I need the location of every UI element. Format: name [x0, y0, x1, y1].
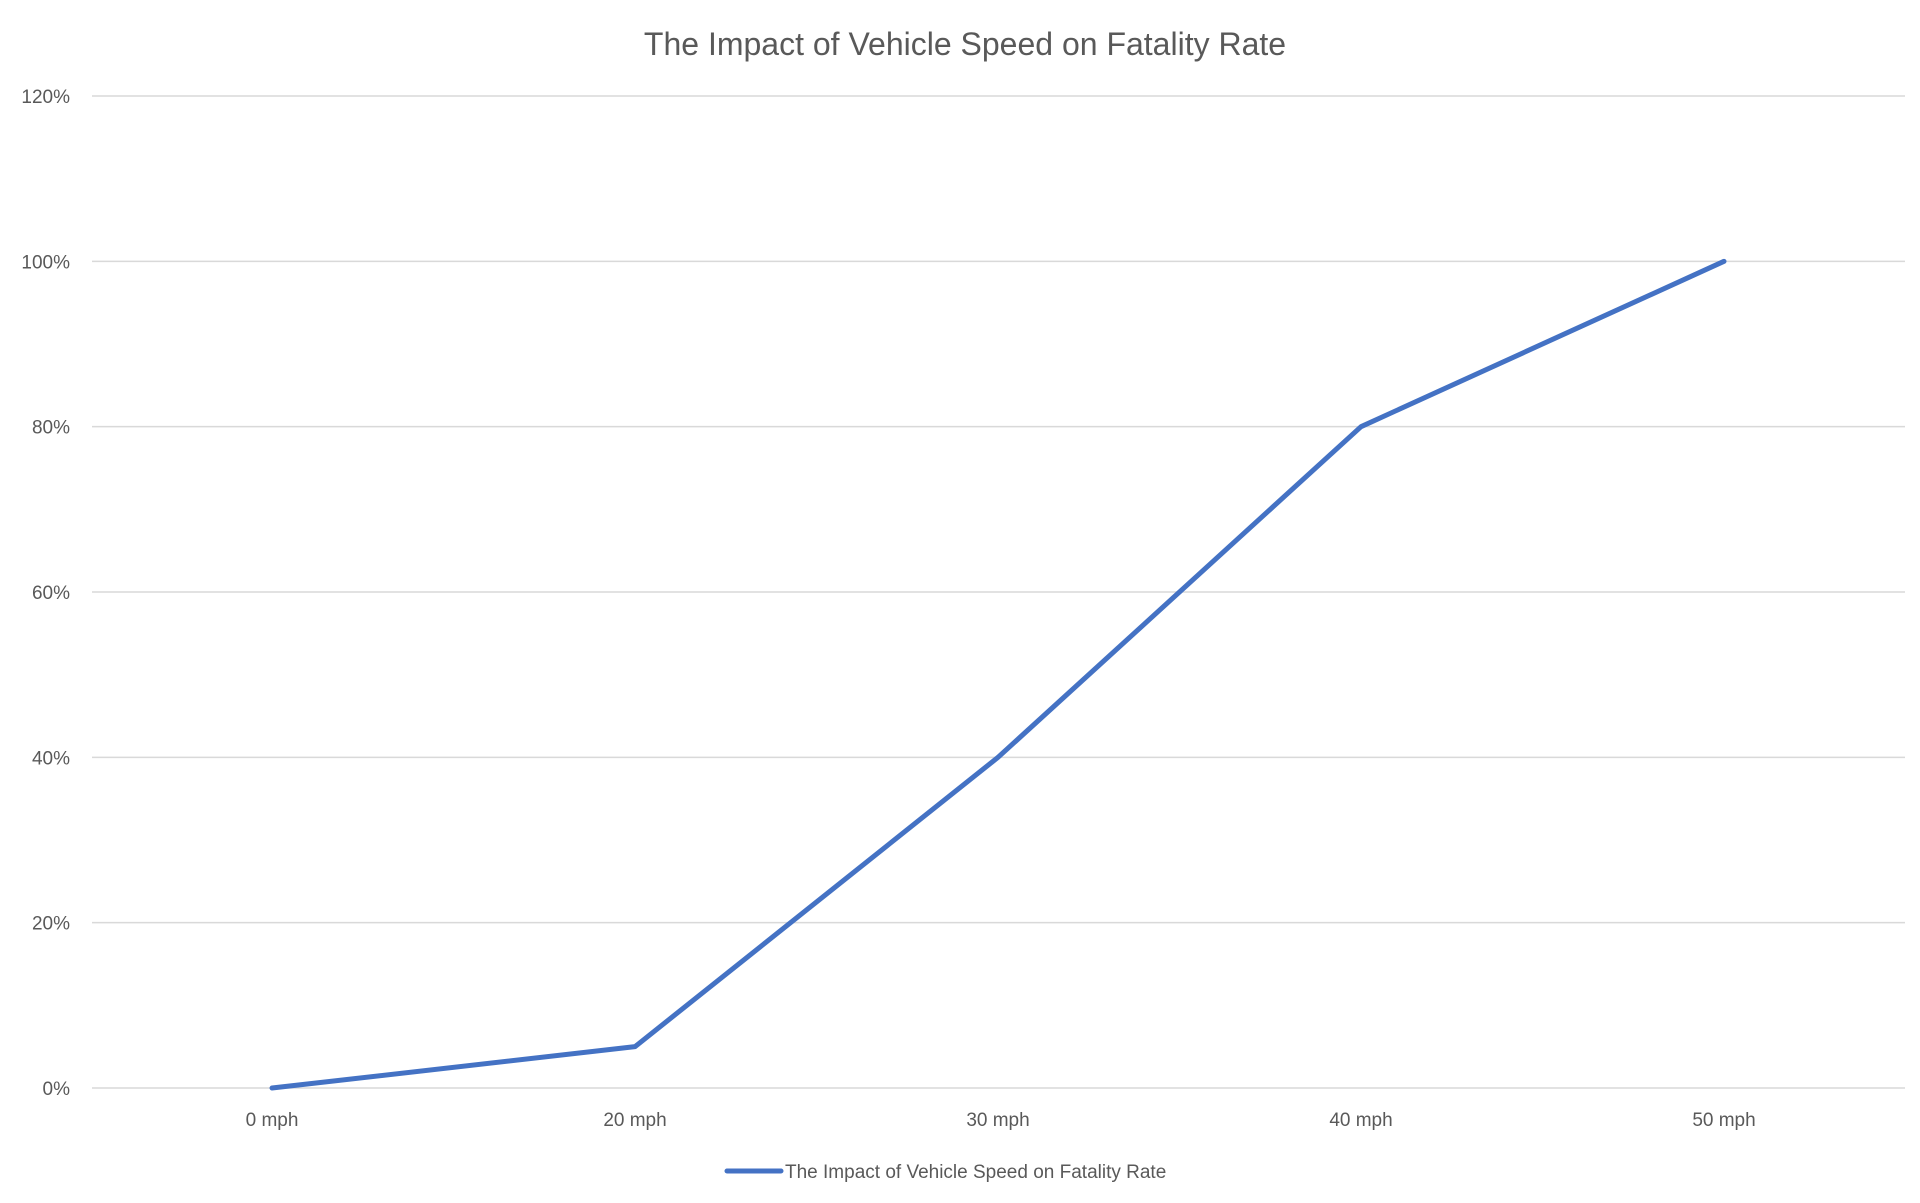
x-tick-label: 0 mph: [246, 1110, 299, 1131]
chart-title: The Impact of Vehicle Speed on Fatality …: [644, 26, 1286, 62]
x-tick-label: 50 mph: [1692, 1110, 1755, 1131]
y-tick-label: 60%: [32, 583, 70, 604]
y-tick-label: 100%: [21, 252, 70, 273]
y-tick-labels: 0% 20% 40% 60% 80% 100% 120%: [21, 87, 70, 1100]
series-lines: [269, 258, 1727, 1091]
y-tick-label: 20%: [32, 914, 70, 935]
x-tick-label: 20 mph: [603, 1110, 666, 1131]
y-tick-label: 120%: [21, 87, 70, 108]
legend-label: The Impact of Vehicle Speed on Fatality …: [785, 1162, 1166, 1183]
y-tick-label: 0%: [43, 1079, 71, 1100]
x-tick-label: 40 mph: [1329, 1110, 1392, 1131]
y-tick-label: 80%: [32, 418, 70, 439]
legend: The Impact of Vehicle Speed on Fatality …: [724, 1162, 1166, 1183]
series-line: [269, 258, 1727, 1091]
y-gridlines: [92, 95, 1905, 924]
y-tick-label: 40%: [32, 748, 70, 769]
x-tick-labels: 0 mph 20 mph 30 mph 40 mph 50 mph: [246, 1110, 1756, 1131]
x-tick-label: 30 mph: [966, 1110, 1029, 1131]
